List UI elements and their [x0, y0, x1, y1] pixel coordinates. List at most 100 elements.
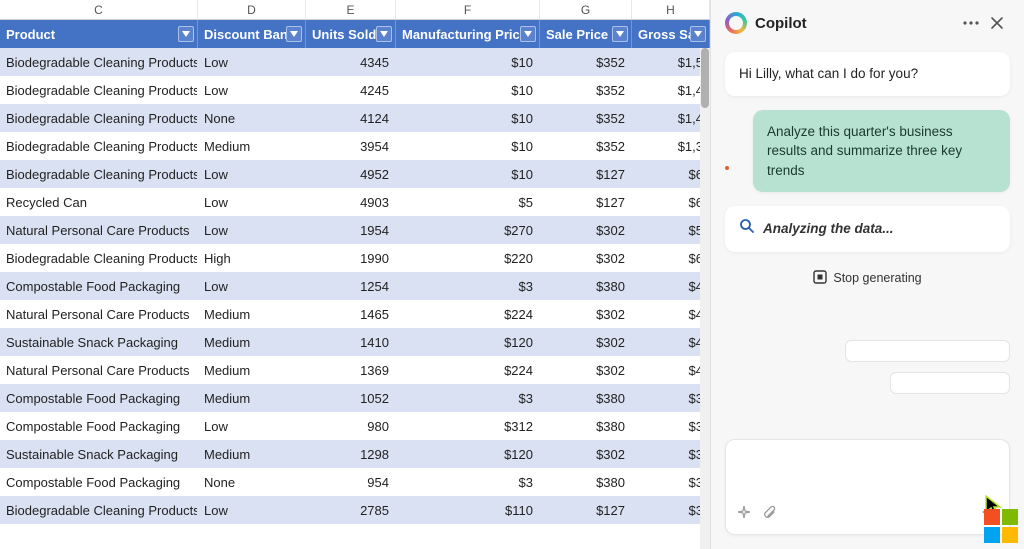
col-letter[interactable]: F [396, 0, 540, 19]
table-cell[interactable]: $6 [632, 188, 710, 216]
table-cell[interactable]: None [198, 104, 306, 132]
table-cell[interactable]: $352 [540, 76, 632, 104]
table-cell[interactable]: Low [198, 48, 306, 76]
table-cell[interactable]: $1,4 [632, 104, 710, 132]
table-cell[interactable]: Medium [198, 300, 306, 328]
table-cell[interactable]: $3 [632, 412, 710, 440]
table-cell[interactable]: $224 [396, 300, 540, 328]
column-header[interactable]: Units Sold [306, 20, 396, 48]
table-cell[interactable]: Biodegradable Cleaning Products [0, 104, 198, 132]
table-cell[interactable]: $220 [396, 244, 540, 272]
table-cell[interactable]: $302 [540, 244, 632, 272]
table-cell[interactable]: $3 [632, 384, 710, 412]
table-cell[interactable]: $10 [396, 48, 540, 76]
table-cell[interactable]: 1990 [306, 244, 396, 272]
col-letter[interactable]: E [306, 0, 396, 19]
table-cell[interactable]: $3 [632, 468, 710, 496]
filter-dropdown-button[interactable] [612, 26, 628, 42]
table-cell[interactable]: Medium [198, 132, 306, 160]
column-header[interactable]: Gross Sale [632, 20, 710, 48]
table-cell[interactable]: Compostable Food Packaging [0, 468, 198, 496]
stop-generating-button[interactable]: Stop generating [805, 266, 929, 291]
table-cell[interactable]: $127 [540, 496, 632, 524]
table-cell[interactable]: $127 [540, 188, 632, 216]
filter-dropdown-button[interactable] [376, 26, 392, 42]
table-cell[interactable]: 1369 [306, 356, 396, 384]
table-row[interactable]: Compostable Food PackagingNone954$3$380$… [0, 468, 710, 496]
table-cell[interactable]: $3 [632, 496, 710, 524]
table-cell[interactable]: $6 [632, 160, 710, 188]
table-row[interactable]: Biodegradable Cleaning ProductsLow2785$1… [0, 496, 710, 524]
table-row[interactable]: Natural Personal Care ProductsMedium1369… [0, 356, 710, 384]
table-cell[interactable]: $380 [540, 272, 632, 300]
table-row[interactable]: Compostable Food PackagingLow980$312$380… [0, 412, 710, 440]
suggestion-placeholder[interactable] [845, 340, 1010, 362]
table-cell[interactable]: $1,5 [632, 48, 710, 76]
table-cell[interactable]: $3 [396, 384, 540, 412]
table-cell[interactable]: $127 [540, 160, 632, 188]
table-cell[interactable]: $380 [540, 412, 632, 440]
table-cell[interactable]: $302 [540, 328, 632, 356]
col-letter[interactable]: D [198, 0, 306, 19]
filter-dropdown-button[interactable] [690, 26, 706, 42]
table-cell[interactable]: $3 [632, 440, 710, 468]
table-cell[interactable]: $5 [396, 188, 540, 216]
table-row[interactable]: Biodegradable Cleaning ProductsLow4345$1… [0, 48, 710, 76]
table-row[interactable]: Natural Personal Care ProductsLow1954$27… [0, 216, 710, 244]
table-cell[interactable]: $10 [396, 104, 540, 132]
table-row[interactable]: Natural Personal Care ProductsMedium1465… [0, 300, 710, 328]
table-cell[interactable]: 1052 [306, 384, 396, 412]
table-cell[interactable]: $10 [396, 76, 540, 104]
table-cell[interactable]: $224 [396, 356, 540, 384]
table-cell[interactable]: $4 [632, 328, 710, 356]
table-cell[interactable]: $4 [632, 356, 710, 384]
suggestion-placeholder[interactable] [890, 372, 1010, 394]
table-cell[interactable]: 1954 [306, 216, 396, 244]
table-cell[interactable]: $1,4 [632, 76, 710, 104]
table-cell[interactable]: $380 [540, 468, 632, 496]
table-cell[interactable]: Medium [198, 328, 306, 356]
table-cell[interactable]: Sustainable Snack Packaging [0, 328, 198, 356]
table-cell[interactable]: Medium [198, 440, 306, 468]
table-cell[interactable]: $302 [540, 300, 632, 328]
table-cell[interactable]: $1,3 [632, 132, 710, 160]
column-header[interactable]: Manufacturing Price [396, 20, 540, 48]
table-cell[interactable]: Biodegradable Cleaning Products [0, 160, 198, 188]
table-cell[interactable]: Biodegradable Cleaning Products [0, 76, 198, 104]
table-cell[interactable]: Biodegradable Cleaning Products [0, 496, 198, 524]
table-cell[interactable]: 1298 [306, 440, 396, 468]
column-header[interactable]: Discount Band [198, 20, 306, 48]
vertical-scrollbar[interactable] [700, 48, 710, 549]
table-cell[interactable]: High [198, 244, 306, 272]
table-cell[interactable]: 4903 [306, 188, 396, 216]
table-cell[interactable]: 1410 [306, 328, 396, 356]
filter-dropdown-button[interactable] [520, 26, 536, 42]
table-row[interactable]: Biodegradable Cleaning ProductsHigh1990$… [0, 244, 710, 272]
table-cell[interactable]: $4 [632, 300, 710, 328]
column-header[interactable]: Product [0, 20, 198, 48]
table-cell[interactable]: Natural Personal Care Products [0, 356, 198, 384]
table-cell[interactable]: Compostable Food Packaging [0, 272, 198, 300]
table-cell[interactable]: $120 [396, 328, 540, 356]
table-cell[interactable]: Medium [198, 384, 306, 412]
table-cell[interactable]: $352 [540, 132, 632, 160]
table-cell[interactable]: Low [198, 160, 306, 188]
table-cell[interactable]: 980 [306, 412, 396, 440]
column-header[interactable]: Sale Price [540, 20, 632, 48]
table-cell[interactable]: $120 [396, 440, 540, 468]
table-cell[interactable]: Low [198, 216, 306, 244]
table-cell[interactable]: Natural Personal Care Products [0, 300, 198, 328]
table-cell[interactable]: $302 [540, 216, 632, 244]
col-letter[interactable]: C [0, 0, 198, 19]
table-cell[interactable]: Low [198, 272, 306, 300]
table-row[interactable]: Sustainable Snack PackagingMedium1298$12… [0, 440, 710, 468]
filter-dropdown-button[interactable] [286, 26, 302, 42]
table-cell[interactable]: $10 [396, 160, 540, 188]
table-cell[interactable]: 4245 [306, 76, 396, 104]
table-cell[interactable]: Biodegradable Cleaning Products [0, 132, 198, 160]
table-cell[interactable]: Medium [198, 356, 306, 384]
table-row[interactable]: Compostable Food PackagingMedium1052$3$3… [0, 384, 710, 412]
table-cell[interactable]: $5 [632, 216, 710, 244]
table-row[interactable]: Biodegradable Cleaning ProductsMedium395… [0, 132, 710, 160]
table-cell[interactable]: Low [198, 496, 306, 524]
